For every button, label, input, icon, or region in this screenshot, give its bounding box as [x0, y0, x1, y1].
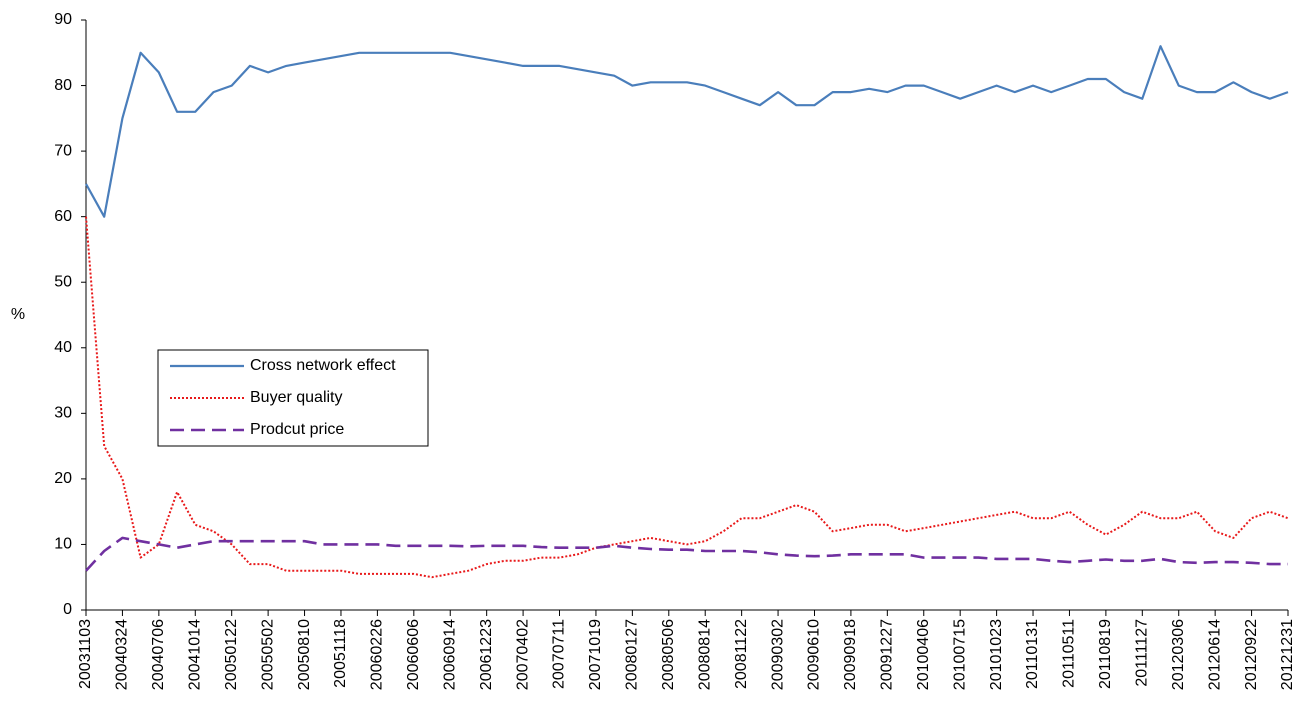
y-tick-label: 40 — [54, 339, 72, 356]
y-tick-label: 60 — [54, 208, 72, 225]
y-tick-label: 0 — [63, 601, 72, 618]
x-tick-label: 20101023 — [988, 619, 1005, 690]
y-tick-label: 10 — [54, 536, 72, 553]
x-tick-label: 20051118 — [332, 619, 349, 688]
series-line — [85, 45, 1289, 218]
legend-label: Buyer quality — [250, 389, 343, 406]
x-tick-label: 20100406 — [915, 619, 932, 690]
x-tick-label: 20031103 — [77, 619, 94, 689]
x-tick-label: 20040324 — [114, 619, 131, 690]
x-tick-label: 20121231 — [1279, 619, 1296, 690]
x-tick-label: 20120614 — [1206, 619, 1223, 690]
x-tick-label: 20111127 — [1134, 619, 1151, 687]
x-tick-label: 20090302 — [769, 619, 786, 690]
x-tick-label: 20120306 — [1170, 619, 1187, 690]
x-tick-label: 20090918 — [842, 619, 859, 690]
x-tick-label: 20090610 — [806, 619, 823, 690]
x-tick-label: 20050502 — [259, 619, 276, 690]
x-tick-label: 20040706 — [150, 619, 167, 690]
series-line — [85, 536, 1288, 572]
y-tick-label: 50 — [54, 273, 72, 290]
x-tick-label: 20091227 — [879, 619, 896, 690]
series-line — [85, 216, 1289, 579]
y-axis-label: % — [11, 306, 25, 323]
x-tick-label: 20060226 — [369, 619, 386, 690]
legend: Cross network effect Buyer quality Prodcut… — [157, 349, 429, 447]
x-tick-label: 20080506 — [660, 619, 677, 690]
y-tick-label: 90 — [54, 11, 72, 28]
x-tick-label: 20050122 — [223, 619, 240, 690]
x-tick-label: 20070402 — [514, 619, 531, 690]
y-tick-label: 80 — [54, 77, 72, 94]
x-tick-label: 20080127 — [624, 619, 641, 690]
x-tick-label: 20080814 — [696, 619, 713, 690]
x-tick-label: 20060606 — [405, 619, 422, 690]
y-tick-label: 70 — [54, 142, 72, 159]
x-tick-label: 20071019 — [587, 619, 604, 690]
x-tick-label: 20100715 — [951, 619, 968, 690]
x-tick-label: 20070711 — [551, 619, 568, 689]
x-tick-label: 20041014 — [186, 619, 203, 690]
y-tick-label: 30 — [54, 405, 72, 422]
x-tick-label: 20110131 — [1024, 619, 1041, 689]
legend-label: Prodcut price — [250, 421, 344, 438]
x-tick-label: 20060914 — [441, 619, 458, 690]
x-tick-label: 20110819 — [1097, 619, 1114, 689]
x-tick-label: 20061223 — [478, 619, 495, 690]
legend-label: Cross network effect — [250, 357, 396, 374]
x-tick-label: 20120922 — [1243, 619, 1260, 690]
x-tick-label: 20081122 — [733, 619, 750, 689]
x-tick-label: 20050810 — [296, 619, 313, 690]
x-tick-label: 20110511 — [1061, 619, 1078, 688]
y-tick-label: 20 — [54, 470, 72, 487]
